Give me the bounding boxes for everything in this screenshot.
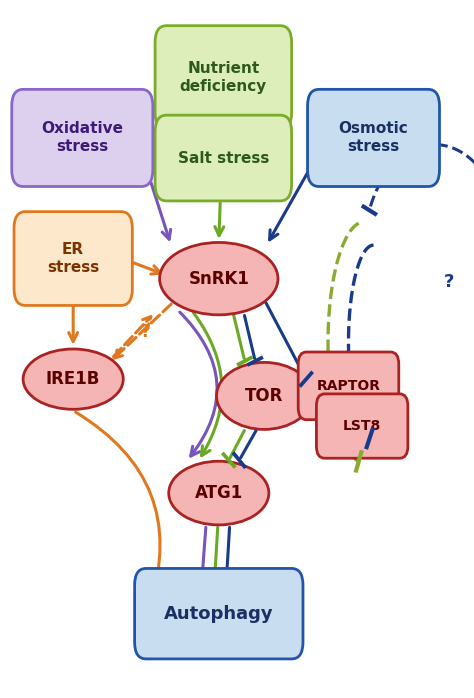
FancyArrowPatch shape — [142, 156, 171, 239]
FancyArrowPatch shape — [75, 412, 160, 604]
FancyBboxPatch shape — [135, 568, 303, 659]
FancyBboxPatch shape — [12, 89, 153, 186]
FancyBboxPatch shape — [317, 394, 408, 458]
FancyBboxPatch shape — [14, 211, 132, 306]
FancyBboxPatch shape — [308, 89, 439, 186]
Text: Autophagy: Autophagy — [164, 604, 273, 623]
Text: ?: ? — [443, 273, 454, 291]
FancyArrowPatch shape — [125, 260, 161, 274]
FancyBboxPatch shape — [155, 115, 292, 201]
FancyArrowPatch shape — [270, 155, 318, 239]
Text: Oxidative
stress: Oxidative stress — [41, 121, 123, 154]
Ellipse shape — [217, 362, 312, 429]
FancyArrowPatch shape — [215, 116, 224, 236]
Text: ATG1: ATG1 — [195, 484, 243, 502]
FancyArrowPatch shape — [69, 292, 78, 341]
Text: IRE1B: IRE1B — [46, 370, 100, 388]
Ellipse shape — [160, 242, 278, 315]
FancyBboxPatch shape — [155, 26, 292, 130]
FancyArrowPatch shape — [223, 527, 231, 579]
Text: Nutrient
deficiency: Nutrient deficiency — [180, 61, 267, 94]
Ellipse shape — [169, 461, 269, 525]
FancyBboxPatch shape — [298, 352, 399, 419]
Text: SnRK1: SnRK1 — [188, 269, 249, 288]
FancyArrowPatch shape — [114, 304, 171, 358]
Ellipse shape — [23, 349, 123, 409]
FancyArrowPatch shape — [193, 312, 222, 456]
FancyArrowPatch shape — [198, 527, 207, 579]
Text: ER
stress: ER stress — [47, 242, 100, 275]
Text: TOR: TOR — [245, 387, 283, 405]
Text: LST8: LST8 — [343, 419, 381, 433]
Text: RAPTOR: RAPTOR — [317, 379, 381, 393]
FancyArrowPatch shape — [180, 312, 217, 456]
Text: Osmotic
stress: Osmotic stress — [338, 121, 409, 154]
Text: Salt stress: Salt stress — [178, 151, 269, 165]
Text: ?: ? — [141, 323, 151, 341]
FancyArrowPatch shape — [211, 527, 219, 579]
FancyArrowPatch shape — [102, 317, 151, 369]
